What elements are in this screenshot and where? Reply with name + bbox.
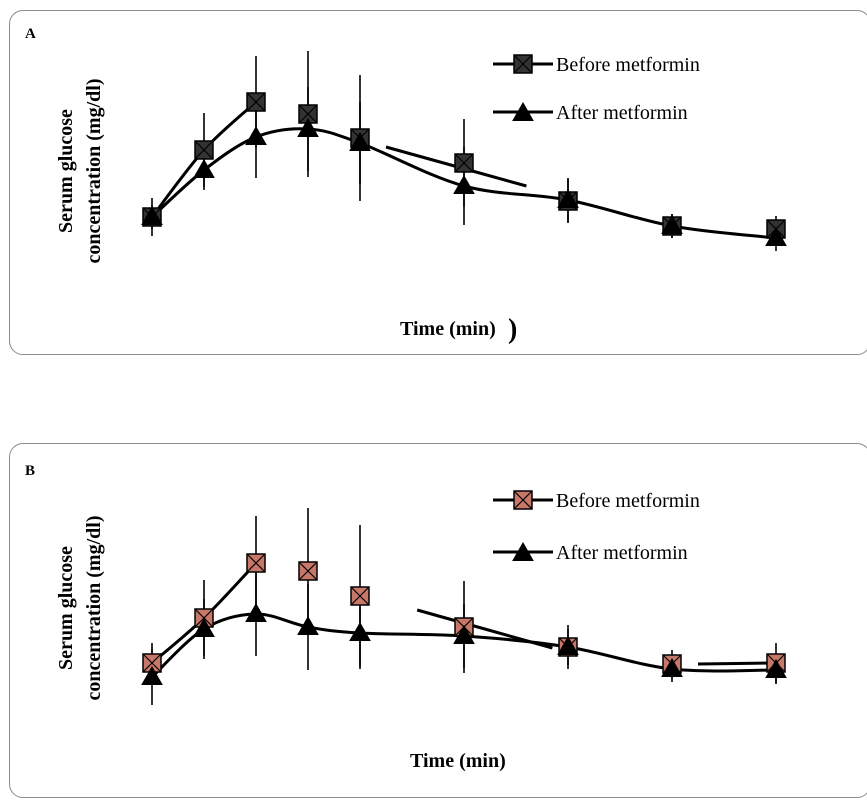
legend-b-label-before: Before metformin	[556, 490, 700, 512]
legend-b-square-marker	[513, 490, 533, 510]
panel-b-point-s1-2	[245, 602, 267, 622]
panel-b-point-s0-4	[350, 586, 370, 606]
panel-b-label: B	[25, 463, 35, 479]
panel-b-point-s0-3	[298, 561, 318, 581]
panel-b-ylabel-line1: Serum glucose	[55, 546, 77, 670]
legend-a-marker-before	[513, 54, 533, 74]
legend-b-triangle-marker	[512, 541, 534, 561]
panel-b-line-3	[150, 612, 777, 679]
legend-b-marker-after	[512, 541, 534, 561]
panel-b-frame	[9, 443, 867, 798]
panel-a-legend: Before metformin After metformin	[493, 54, 700, 124]
panel-a-ylabel-line1: Serum glucose	[55, 109, 77, 233]
panel-b-line-2	[697, 661, 777, 666]
panel-a-xlabel-paren: )	[508, 314, 517, 345]
panel-b-point-s1-3	[297, 615, 319, 635]
panel-a-point-s0-5	[454, 153, 474, 173]
panel-a-plot	[141, 51, 787, 251]
panel-b-point-s0-2	[246, 553, 266, 573]
legend-a-triangle-marker	[512, 101, 534, 121]
panel-b-line-1	[416, 608, 553, 650]
panel-b-point-s1-4	[349, 621, 371, 641]
panel-b-legend: Before metformin After metformin	[493, 490, 700, 564]
panel-a-point-s1-4	[349, 131, 371, 151]
panel-b-ylabel-line2: concentration (mg/dl)	[83, 516, 105, 701]
panel-b-point-s1-1	[193, 617, 215, 637]
panel-a-point-s1-8	[765, 226, 787, 246]
panel-b-point-s1-7	[661, 657, 683, 677]
legend-b-label-after: After metformin	[556, 542, 688, 564]
panel-b-point-s1-8	[765, 658, 787, 678]
legend-a-label-before: Before metformin	[556, 54, 700, 76]
panel-a-point-s0-2	[246, 92, 266, 112]
panel-a-point-s1-1	[193, 158, 215, 178]
panel-a-point-s1-7	[661, 214, 683, 234]
panel-a-point-s1-6	[557, 188, 579, 208]
panel-a-point-s1-2	[245, 125, 267, 145]
panel-a-ylabel-line2: concentration (mg/dl)	[83, 79, 105, 264]
legend-a-label-after: After metformin	[556, 102, 688, 124]
panel-b-point-s0-0	[142, 653, 162, 673]
panel-a-line-2	[150, 127, 777, 240]
panel-a-point-s0-1	[194, 140, 214, 160]
panel-b-point-s1-0	[141, 665, 163, 685]
legend-a-marker-after	[512, 101, 534, 121]
panel-b-point-s1-5	[453, 624, 475, 644]
panel-b-point-s1-6	[557, 635, 579, 655]
legend-a-square-marker	[513, 54, 533, 74]
panel-a-point-s1-3	[297, 117, 319, 137]
panel-a-xlabel: Time (min)	[400, 318, 496, 340]
panel-a-label: A	[25, 26, 36, 42]
panel-b-plot	[141, 508, 787, 705]
panel-a-frame	[9, 10, 867, 355]
legend-b-marker-before	[513, 490, 533, 510]
panel-a-point-s1-5	[453, 174, 475, 194]
panel-a-point-s1-0	[141, 205, 163, 225]
panel-b-xlabel: Time (min)	[410, 750, 506, 772]
